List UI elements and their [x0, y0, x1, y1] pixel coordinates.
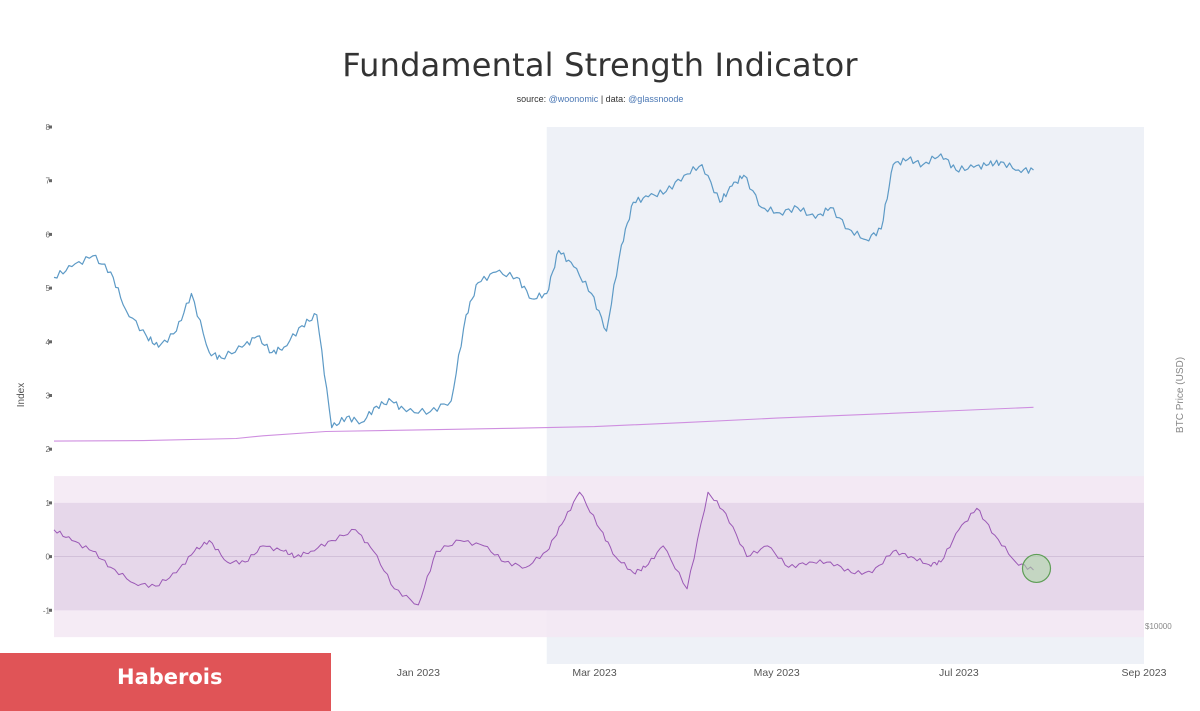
y-tick-mark — [49, 501, 52, 505]
y-tick-mark — [49, 286, 52, 290]
x-tick-label: May 2023 — [754, 667, 800, 679]
y-tick-mark — [49, 340, 52, 344]
chart-background-layer — [54, 127, 1144, 664]
watermark-banner: Haberois — [0, 653, 331, 711]
y-tick-mark — [49, 394, 52, 397]
x-tick-label: Jan 2023 — [397, 667, 440, 679]
y-tick-label: 6 — [46, 230, 51, 239]
y-tick-label: 5 — [46, 284, 51, 293]
y-tick-label: -1 — [43, 606, 51, 615]
series-price-line — [53, 406, 1034, 442]
y-tick-label: 4 — [46, 338, 51, 347]
y-axis-label: Index — [16, 383, 27, 407]
chart-title: Fundamental Strength Indicator — [342, 46, 858, 84]
source-link[interactable]: @woonomic — [548, 94, 599, 104]
series-index-line — [53, 153, 1034, 429]
y-tick-label: 7 — [46, 177, 51, 186]
chart-lines-layer — [53, 153, 1052, 606]
subtitle-separator: | data: — [598, 94, 629, 104]
y-tick-label: 1 — [46, 499, 51, 508]
x-tick-label: Mar 2023 — [572, 667, 617, 679]
y-tick-mark — [49, 232, 52, 236]
y-tick-mark — [49, 555, 52, 559]
chart-subtitle: source: @woonomic | data: @glassnoode — [0, 94, 1200, 104]
y2-tick-label: $10000 — [1145, 622, 1172, 631]
y-tick-label: 0 — [46, 553, 51, 562]
y-tick-label: 3 — [46, 392, 51, 401]
y-tick-label: 8 — [46, 123, 51, 132]
watermark-text: Haberois — [117, 665, 223, 689]
y-tick-mark — [49, 447, 52, 451]
x-tick-label: Jul 2023 — [939, 667, 979, 679]
subtitle-prefix: source: — [516, 94, 549, 104]
series-oscillator-line — [53, 491, 1034, 606]
x-tick-label: Sep 2023 — [1122, 667, 1167, 679]
highlight-marker — [1021, 553, 1052, 584]
y-tick-mark — [49, 179, 52, 183]
y2-axis-label: BTC Price (USD) — [1175, 357, 1186, 433]
y-tick-mark — [49, 608, 52, 612]
y-tick-label: 2 — [46, 445, 51, 454]
y-tick-mark — [49, 125, 52, 129]
data-link[interactable]: @glassnoode — [628, 94, 684, 104]
